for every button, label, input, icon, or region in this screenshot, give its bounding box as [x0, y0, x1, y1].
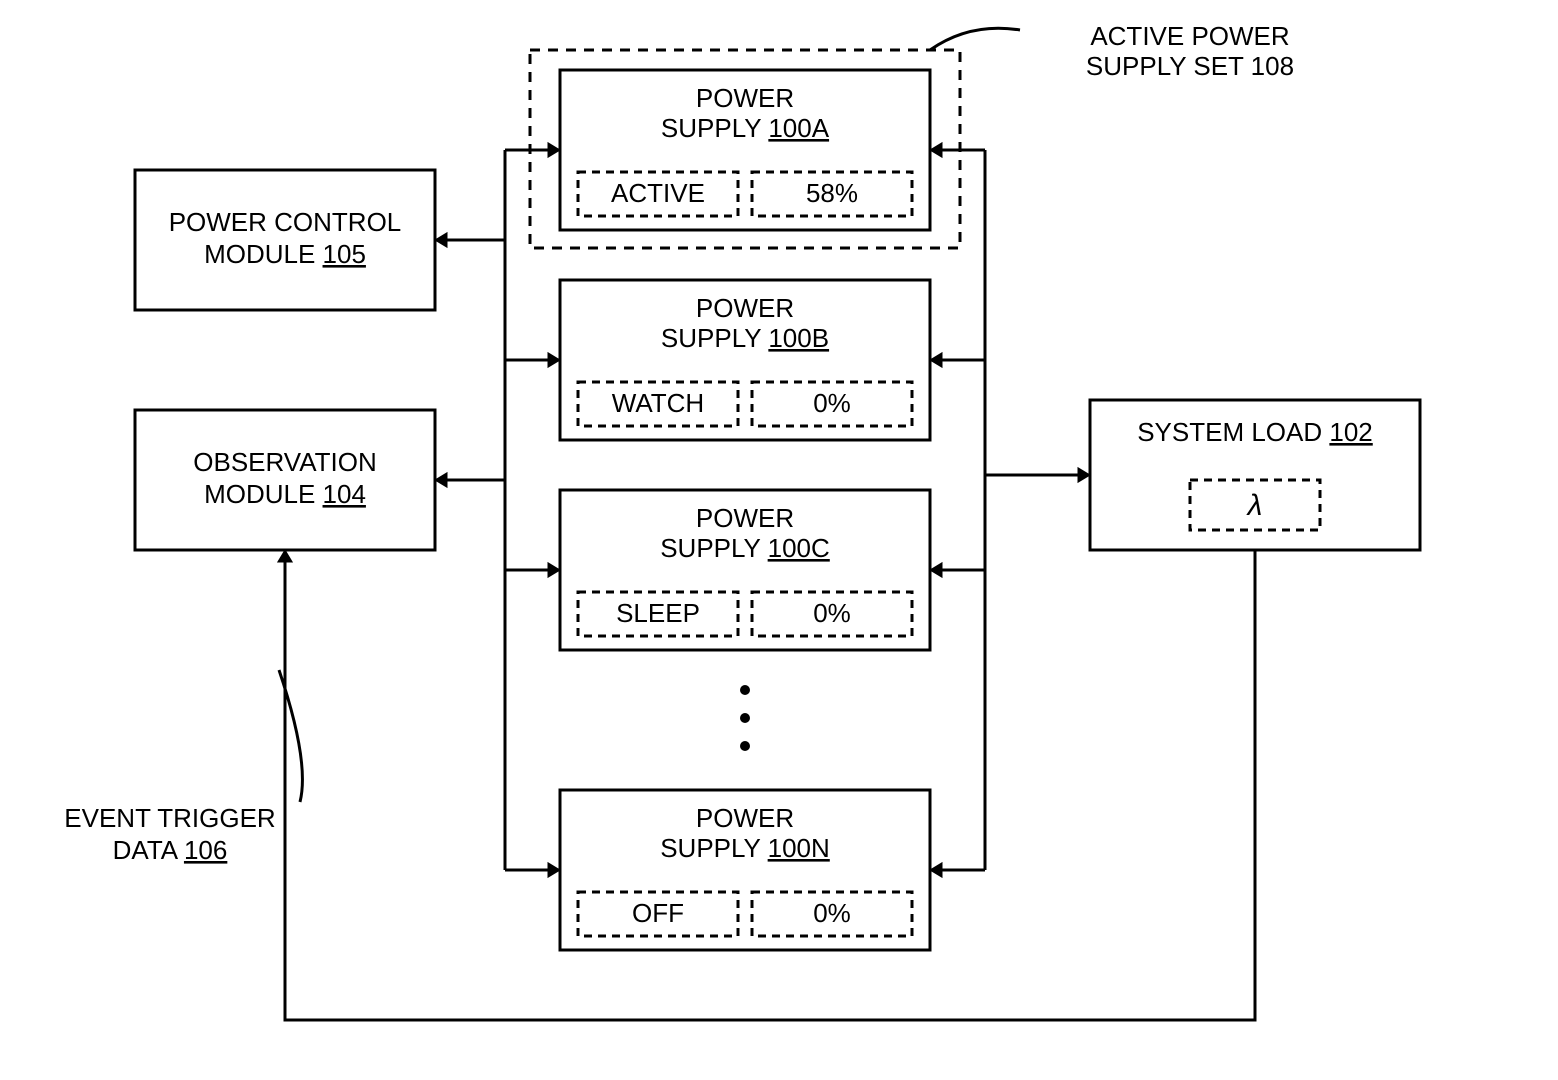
- power-supply-0-pct: 58%: [806, 178, 858, 208]
- leader-event-trigger: [279, 670, 302, 802]
- system-load-lambda: λ: [1246, 489, 1263, 522]
- power-supply-0-title2: SUPPLY 100A: [661, 113, 830, 143]
- power-supply-3-state: OFF: [632, 898, 684, 928]
- power-supply-1-state: WATCH: [612, 388, 704, 418]
- event-trigger-label-2: DATA 106: [113, 835, 228, 865]
- power-supply-1-title2: SUPPLY 100B: [661, 323, 829, 353]
- event-trigger-label-1: EVENT TRIGGER: [64, 803, 275, 833]
- power-control-label-1: POWER CONTROL: [169, 207, 402, 237]
- power-supply-1-pct: 0%: [813, 388, 851, 418]
- observation-label-2: MODULE 104: [204, 479, 366, 509]
- power-control-label-2: MODULE 105: [204, 239, 366, 269]
- ellipsis-dot: [740, 741, 750, 751]
- ellipsis-dot: [740, 685, 750, 695]
- power-supply-0-state: ACTIVE: [611, 178, 705, 208]
- observation-label-1: OBSERVATION: [193, 447, 377, 477]
- power-supply-2-title2: SUPPLY 100C: [660, 533, 830, 563]
- power-supply-1-title1: POWER: [696, 293, 794, 323]
- leader-active-set: [930, 28, 1020, 50]
- power-supply-2-title1: POWER: [696, 503, 794, 533]
- system-load-label: SYSTEM LOAD 102: [1137, 417, 1373, 447]
- power-supply-3-title1: POWER: [696, 803, 794, 833]
- ellipsis-dot: [740, 713, 750, 723]
- power-supply-3-pct: 0%: [813, 898, 851, 928]
- power-supply-0-title1: POWER: [696, 83, 794, 113]
- power-supply-2-pct: 0%: [813, 598, 851, 628]
- active-set-label-1: ACTIVE POWER: [1090, 21, 1289, 51]
- power-supply-2-state: SLEEP: [616, 598, 700, 628]
- active-set-label-2: SUPPLY SET 108: [1086, 51, 1294, 81]
- power-supply-3-title2: SUPPLY 100N: [660, 833, 830, 863]
